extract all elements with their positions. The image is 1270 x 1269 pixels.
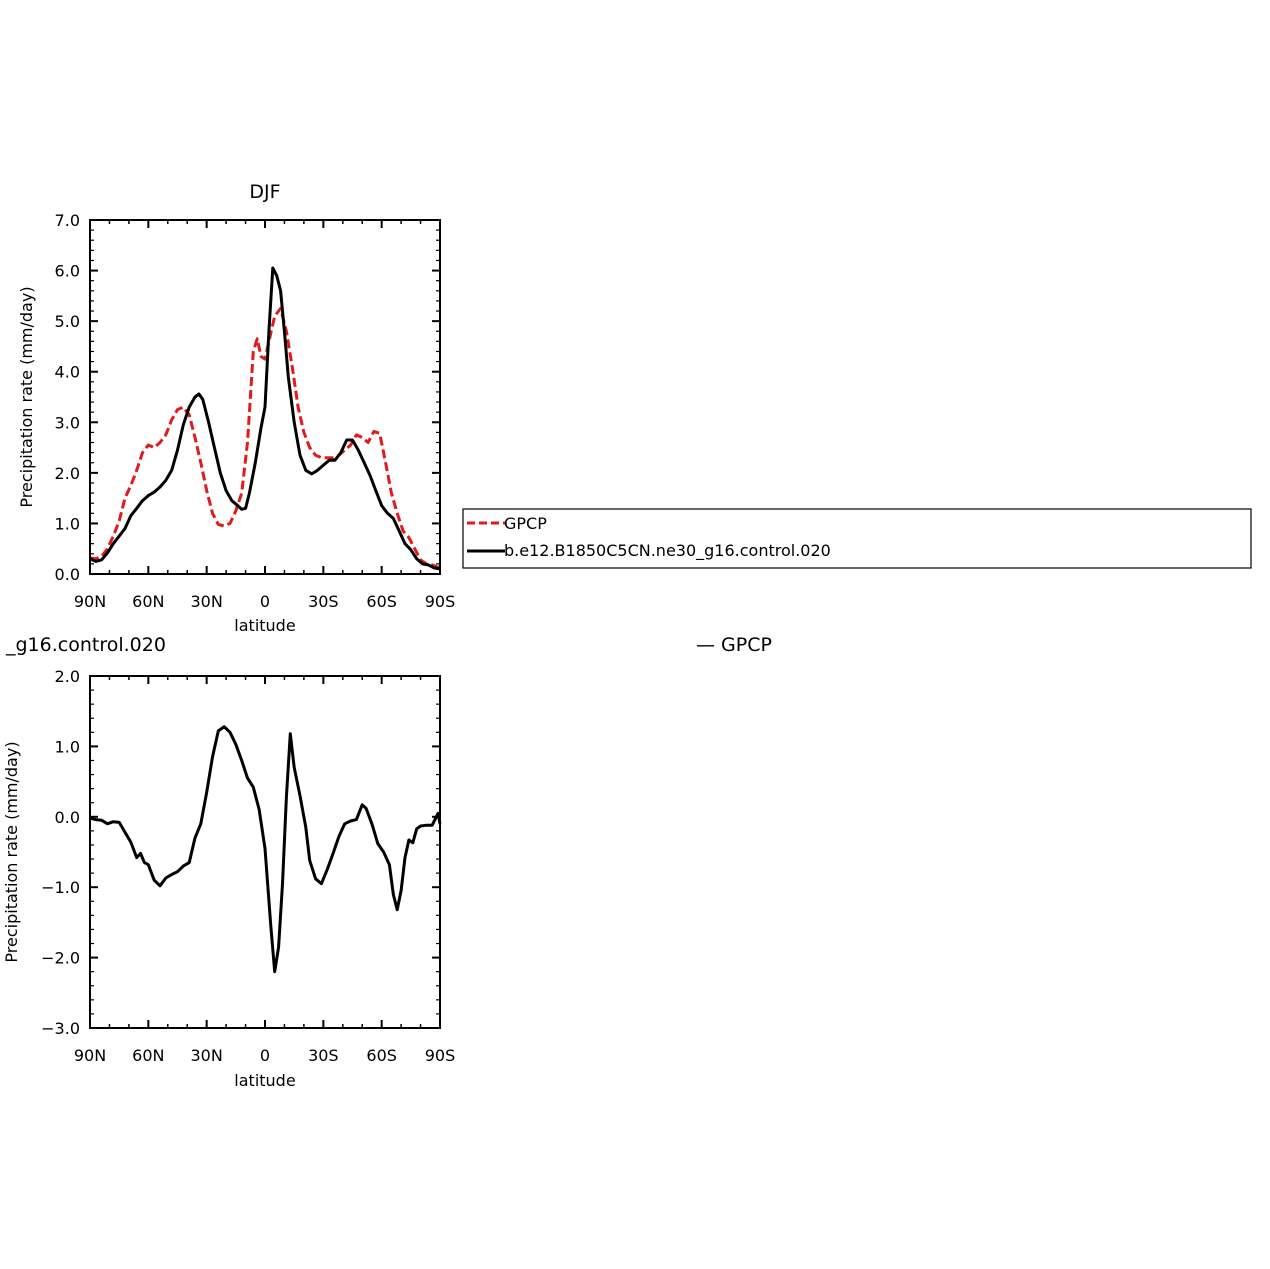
- series-lines: [89, 725, 442, 974]
- x-tick-label: 90S: [425, 1046, 456, 1065]
- legend-model-label: b.e12.B1850C5CN.ne30_g16.control.020: [504, 541, 831, 561]
- legend-gpcp-label: GPCP: [504, 514, 547, 533]
- plot-frame: [89, 219, 441, 575]
- x-tick-label: 90N: [74, 592, 106, 611]
- y-tick-label: 4.0: [55, 363, 80, 382]
- series-lines: [89, 266, 441, 571]
- x-tick-label: 60N: [132, 1046, 164, 1065]
- y-tick-label: 0.0: [55, 808, 80, 827]
- y-axis-label: Precipitation rate (mm/day): [17, 286, 36, 507]
- y-tick-label: −3.0: [41, 1019, 80, 1038]
- y-tick-label: 2.0: [55, 464, 80, 483]
- y-tick-label: 1.0: [55, 514, 80, 533]
- y-tick-label: 7.0: [55, 211, 80, 230]
- x-tick-label: 30N: [191, 1046, 223, 1065]
- chart-title-left: _g16.control.020: [5, 634, 166, 656]
- y-tick-label: 5.0: [55, 312, 80, 331]
- x-tick-label: 0: [260, 1046, 270, 1065]
- chart-title-right: — GPCP: [696, 634, 772, 656]
- series-line-gpcp: [89, 307, 441, 570]
- y-tick-label: 1.0: [55, 737, 80, 756]
- y-axis-label: Precipitation rate (mm/day): [2, 741, 21, 962]
- x-axis-label: latitude: [234, 1071, 295, 1090]
- x-tick-label: 60S: [366, 592, 397, 611]
- y-tick-label: −1.0: [41, 878, 80, 897]
- y-tick-label: 2.0: [55, 667, 80, 686]
- x-tick-label: 30N: [191, 592, 223, 611]
- x-tick-label: 60S: [366, 1046, 397, 1065]
- djf-precip-chart: DJF 90N 60N 30N 0 30S 60S 90S 0.0 1.0 2.0 3.0 4.0 5…: [17, 181, 455, 635]
- legend-box: [462, 508, 1252, 569]
- legend: GPCP b.e12.B1850C5CN.ne30_g16.control.02…: [462, 508, 1252, 569]
- difference-chart: _g16.control.020 — GPCP 90N 60N 30N 0 30S 60S…: [2, 634, 772, 1090]
- x-tick-label: 0: [260, 592, 270, 611]
- x-tick-label: 30S: [308, 1046, 339, 1065]
- plot-frame: [89, 675, 441, 1029]
- x-axis-label: latitude: [234, 616, 295, 635]
- series-line-b-e12-b1850c5cn-ne30-g16-control-020: [89, 266, 441, 571]
- chart-title: DJF: [249, 181, 280, 203]
- y-tick-label: −2.0: [41, 949, 80, 968]
- x-tick-label: 60N: [132, 592, 164, 611]
- y-tick-label: 3.0: [55, 413, 80, 432]
- x-tick-label: 30S: [308, 592, 339, 611]
- series-line-difference: [89, 725, 442, 974]
- x-tick-label: 90S: [425, 592, 456, 611]
- x-tick-label: 90N: [74, 1046, 106, 1065]
- y-tick-label: 0.0: [55, 565, 80, 584]
- y-tick-label: 6.0: [55, 262, 80, 281]
